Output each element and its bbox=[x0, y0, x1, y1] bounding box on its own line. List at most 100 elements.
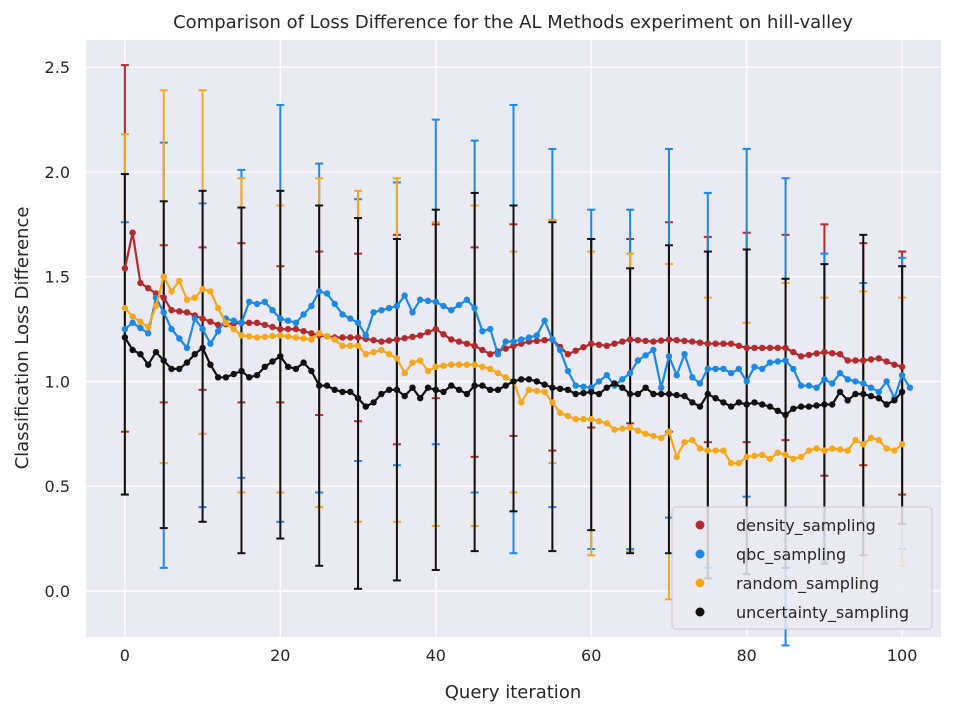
random-sampling-point bbox=[836, 446, 844, 453]
density-sampling-point bbox=[844, 357, 851, 364]
uncertainty-sampling-point bbox=[658, 390, 665, 398]
uncertainty-sampling-point bbox=[199, 344, 206, 352]
qbc-sampling-point bbox=[673, 372, 680, 379]
random-sampling-point bbox=[277, 332, 284, 339]
uncertainty-sampling-point bbox=[634, 390, 642, 398]
density-sampling-point bbox=[393, 336, 401, 343]
random-sampling-point bbox=[852, 436, 859, 444]
qbc-sampling-point bbox=[145, 330, 152, 337]
uncertainty-sampling-point bbox=[502, 382, 509, 389]
random-sampling-point bbox=[323, 333, 331, 340]
uncertainty-sampling-point bbox=[556, 385, 564, 392]
qbc-sampling-point bbox=[440, 302, 447, 310]
density-sampling-point bbox=[751, 344, 758, 352]
uncertainty-sampling-point bbox=[409, 384, 416, 391]
x-tick-label: 60 bbox=[581, 646, 601, 665]
qbc-sampling-point bbox=[409, 309, 416, 316]
random-sampling-point bbox=[891, 447, 898, 454]
random-sampling-point bbox=[743, 453, 750, 461]
qbc-sampling-point bbox=[176, 335, 183, 342]
qbc-sampling-point bbox=[401, 292, 408, 299]
uncertainty-sampling-point bbox=[137, 351, 144, 358]
density-sampling-point bbox=[300, 328, 307, 335]
uncertainty-sampling-point bbox=[650, 390, 657, 398]
series-lines bbox=[121, 229, 914, 467]
qbc-sampling-point bbox=[183, 344, 191, 352]
random-sampling-point bbox=[401, 369, 408, 377]
uncertainty-sampling-point bbox=[145, 361, 152, 368]
uncertainty-sampling-point bbox=[525, 376, 533, 383]
uncertainty-sampling-point bbox=[487, 386, 494, 393]
legend-label-qbc-sampling: qbc_sampling bbox=[736, 545, 846, 565]
density-sampling-point bbox=[829, 350, 836, 357]
density-sampling-point bbox=[658, 337, 665, 344]
legend-label-random-sampling: random_sampling bbox=[736, 574, 879, 594]
density-sampling-point bbox=[129, 229, 136, 236]
density-sampling-point bbox=[852, 357, 859, 364]
density-sampling-point bbox=[253, 319, 261, 326]
qbc-sampling-point bbox=[479, 328, 486, 335]
uncertainty-sampling-point bbox=[424, 384, 432, 391]
density-sampling-point bbox=[277, 325, 284, 333]
random-sampling-point bbox=[704, 447, 711, 454]
random-sampling-point bbox=[448, 361, 455, 368]
density-sampling-point bbox=[448, 336, 455, 343]
qbc-sampling-point bbox=[743, 378, 750, 385]
random-sampling-point bbox=[533, 387, 540, 395]
qbc-sampling-point bbox=[619, 376, 626, 383]
density-sampling-point bbox=[619, 338, 626, 345]
qbc-sampling-point bbox=[214, 328, 222, 335]
qbc-sampling-point bbox=[898, 372, 906, 379]
random-sampling-point bbox=[867, 434, 875, 442]
uncertainty-sampling-point bbox=[316, 382, 323, 389]
random-sampling-point bbox=[463, 361, 471, 368]
qbc-sampling-point bbox=[323, 290, 331, 297]
random-sampling-point bbox=[774, 449, 781, 456]
legend-marker-uncertainty-sampling bbox=[695, 607, 705, 617]
uncertainty-sampling-point bbox=[766, 403, 774, 410]
uncertainty-sampling-point bbox=[665, 390, 673, 398]
density-sampling-point bbox=[385, 337, 393, 344]
density-sampling-point bbox=[867, 356, 875, 363]
density-sampling-point bbox=[207, 318, 214, 325]
density-sampling-point bbox=[603, 342, 610, 349]
density-sampling-point bbox=[137, 279, 144, 287]
random-sampling-point bbox=[549, 399, 556, 406]
random-sampling-point bbox=[518, 399, 525, 406]
uncertainty-sampling-point bbox=[774, 407, 781, 414]
qbc-sampling-point bbox=[199, 325, 206, 333]
qbc-sampling-point bbox=[704, 365, 711, 373]
x-tick-label: 40 bbox=[426, 646, 446, 665]
qbc-sampling-point bbox=[580, 383, 587, 390]
qbc-sampling-point bbox=[494, 351, 502, 358]
density-sampling-point bbox=[417, 332, 424, 339]
density-sampling-point bbox=[269, 323, 276, 331]
random-sampling-point bbox=[658, 434, 665, 442]
random-sampling-point bbox=[525, 386, 533, 393]
density-sampling-point bbox=[797, 353, 805, 360]
uncertainty-sampling-point bbox=[720, 399, 727, 406]
qbc-sampling-point bbox=[720, 365, 727, 373]
legend: density_sampling qbc_sampling random_sampl… bbox=[671, 506, 933, 630]
density-sampling-point bbox=[199, 315, 206, 322]
qbc-sampling-point bbox=[160, 309, 167, 316]
random-sampling-point bbox=[720, 447, 727, 454]
qbc-sampling-point bbox=[417, 296, 424, 303]
density-sampling-point bbox=[463, 340, 471, 347]
legend-label-uncertainty-sampling: uncertainty_sampling bbox=[736, 603, 909, 623]
uncertainty-sampling-point bbox=[518, 376, 525, 383]
x-tick-label: 80 bbox=[737, 646, 757, 665]
qbc-sampling-point bbox=[300, 311, 307, 318]
uncertainty-sampling-point bbox=[790, 405, 797, 412]
random-sampling-point bbox=[471, 361, 478, 368]
uncertainty-sampling-point bbox=[378, 390, 385, 398]
uncertainty-sampling-point bbox=[222, 374, 230, 381]
density-sampling-point bbox=[782, 344, 789, 352]
random-sampling-point bbox=[735, 459, 743, 467]
random-sampling-point bbox=[595, 418, 603, 425]
uncertainty-sampling-point bbox=[323, 382, 331, 389]
uncertainty-sampling-point bbox=[829, 401, 836, 408]
uncertainty-sampling-point bbox=[751, 399, 758, 406]
random-sampling-point bbox=[370, 348, 377, 356]
